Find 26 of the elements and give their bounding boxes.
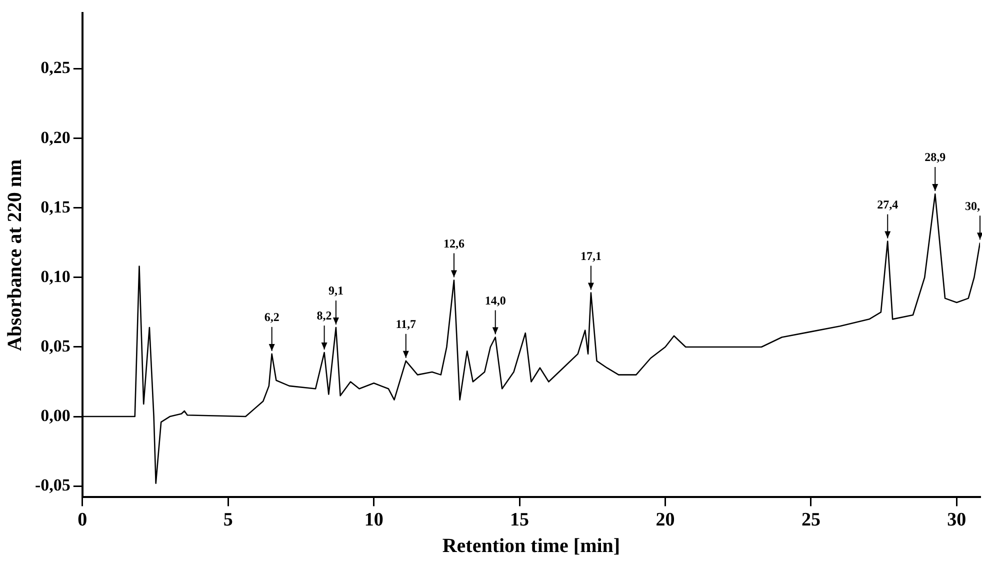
x-tick-label: 25 xyxy=(801,510,820,531)
x-tick-label: 20 xyxy=(656,510,675,531)
annotation: 28,9 xyxy=(924,150,946,164)
annotation: 8,2 xyxy=(316,308,332,323)
annotation: 12,6 xyxy=(443,236,464,250)
y-tick-label: 0,20 xyxy=(40,128,70,147)
x-axis-title: Retention time [min] xyxy=(442,535,620,558)
annotation: 6,2 xyxy=(264,310,280,324)
x-tick-label: 10 xyxy=(364,510,384,531)
x-tick-label: 15 xyxy=(510,510,530,531)
annotation: 27,4 xyxy=(877,197,898,212)
annotation: 30, xyxy=(965,198,980,213)
annotation: 9,1 xyxy=(328,284,344,298)
x-tick-label: 30 xyxy=(947,510,966,531)
x-tick-label: 5 xyxy=(223,510,233,531)
annotation: 17,1 xyxy=(580,248,602,263)
annotation: 14,0 xyxy=(484,293,506,308)
y-tick-label: 0,15 xyxy=(40,197,70,216)
y-tick-label: 0,05 xyxy=(40,336,70,356)
y-tick-label: 0,10 xyxy=(40,266,70,286)
y-tick-label: -0,05 xyxy=(34,475,70,494)
y-tick-label: 0,25 xyxy=(40,58,70,78)
x-tick-label: 0 xyxy=(78,510,88,531)
annotation: 11,7 xyxy=(396,316,416,331)
y-tick-label: 0,00 xyxy=(40,406,70,425)
y-axis-title: Absorbance at 220 nm xyxy=(4,159,26,352)
